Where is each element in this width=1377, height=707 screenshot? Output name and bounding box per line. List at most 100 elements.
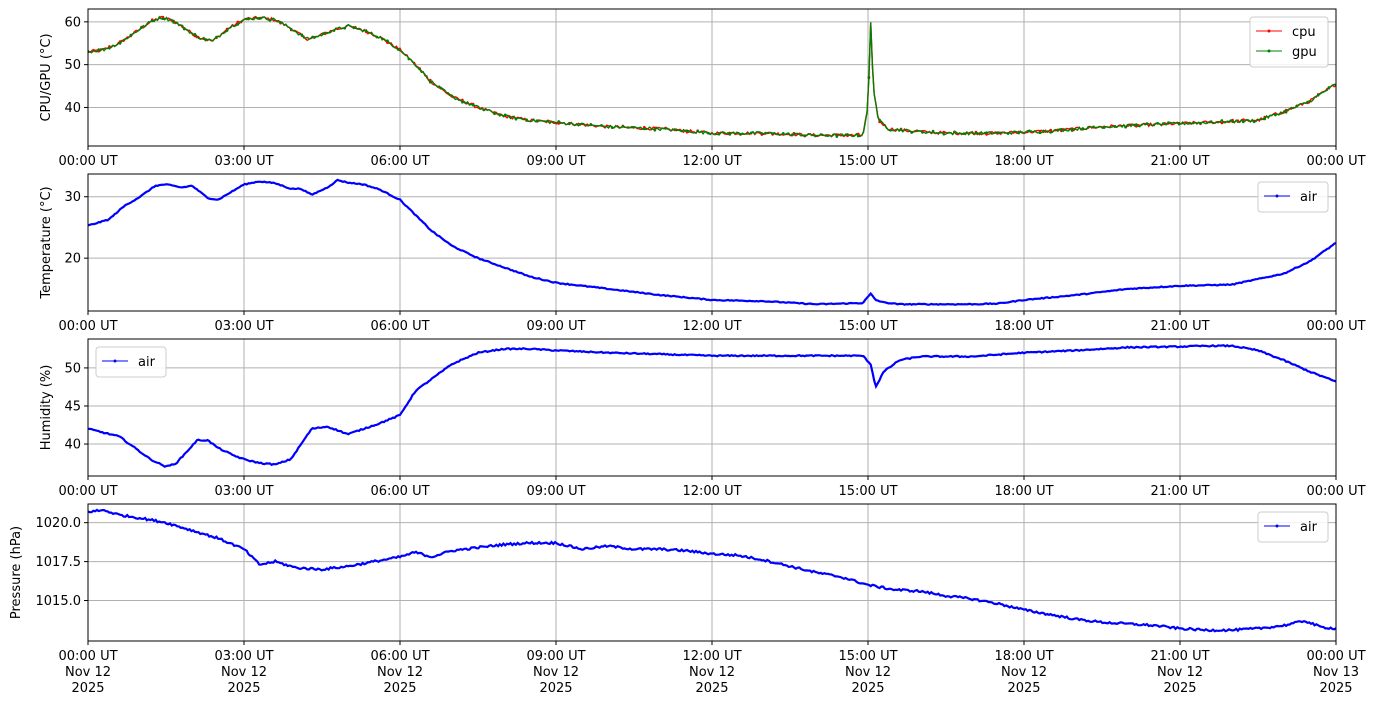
data-point-air [960, 355, 963, 358]
data-point-gpu [782, 132, 785, 135]
data-point-gpu [525, 118, 528, 121]
data-point-gpu [921, 131, 924, 134]
data-point-gpu [610, 126, 614, 129]
data-point-gpu [204, 38, 207, 42]
legend: air [1257, 511, 1329, 543]
data-point-air [561, 349, 564, 352]
data-point-gpu [150, 19, 154, 23]
legend-box [1257, 511, 1329, 543]
y-tick-label: 50 [64, 58, 81, 73]
data-point-air [611, 545, 614, 548]
panel-4: 00:00 UT Nov 12 2025 03:00 UT Nov 12 2025 06:0… [9, 503, 1366, 696]
data-point-gpu [621, 125, 625, 128]
data-point-air [885, 367, 888, 370]
data-point-air [736, 355, 738, 358]
data-point-air [386, 419, 389, 422]
data-point-air [785, 301, 788, 304]
data-point-gpu [172, 21, 175, 24]
data-point-gpu [1231, 120, 1234, 124]
x-tick-label: 12:00 UT Nov 12 2025 [682, 649, 741, 696]
data-point-air [736, 554, 738, 557]
data-point-air [1235, 345, 1238, 348]
data-point-air [1285, 272, 1288, 274]
data-point-gpu [1306, 100, 1309, 104]
data-point-gpu [889, 129, 892, 132]
data-point-gpu [803, 134, 806, 137]
data-point-gpu [632, 126, 635, 129]
data-point-air [136, 448, 139, 451]
data-point-gpu [1220, 119, 1224, 122]
data-point-air [1085, 293, 1088, 296]
data-point-air [1110, 289, 1113, 292]
x-tick-label: 12:00 UT [682, 154, 741, 169]
data-point-gpu [1188, 121, 1192, 125]
data-point-gpu [247, 17, 250, 21]
data-point-air [286, 458, 289, 461]
data-point-gpu [1145, 122, 1149, 125]
data-point-gpu [728, 133, 732, 136]
x-tick-label: 21:00 UT [1150, 319, 1209, 334]
legend-label-air: air [1300, 190, 1318, 205]
data-point-air [336, 429, 339, 432]
y-axis-label: Temperature (°C) [39, 186, 54, 299]
x-tick-label: 21:00 UT [1150, 484, 1209, 499]
data-point-air [211, 536, 214, 538]
data-point-gpu [1092, 126, 1095, 129]
data-point-gpu [696, 129, 699, 133]
data-point-air [411, 210, 414, 213]
data-point-air [1110, 622, 1113, 625]
data-point-gpu [1316, 94, 1320, 97]
data-point-gpu [1284, 111, 1288, 114]
data-point-gpu [279, 20, 282, 24]
data-point-gpu [503, 113, 507, 117]
data-point-air [1010, 605, 1013, 608]
data-point-air [760, 355, 763, 357]
data-point-air [1060, 295, 1063, 298]
data-point-gpu [1135, 123, 1138, 126]
data-point-gpu [183, 27, 186, 31]
x-tick-label: 09:00 UT [526, 319, 585, 334]
data-point-air [461, 548, 464, 551]
y-tick-label: 1017.5 [36, 555, 82, 570]
data-point-gpu [386, 39, 389, 42]
data-point-gpu [1209, 120, 1213, 124]
data-point-gpu [942, 132, 946, 136]
data-point-gpu [429, 80, 432, 84]
data-point-gpu [1295, 104, 1299, 108]
data-point-air [261, 563, 264, 566]
x-tick-label: 00:00 UT [58, 319, 117, 334]
data-point-gpu [867, 76, 871, 80]
data-point-air [1210, 629, 1213, 632]
data-point-gpu [1263, 117, 1266, 121]
data-point-air [985, 302, 988, 305]
x-tick-label: 18:00 UT Nov 12 2025 [994, 649, 1053, 696]
legend: air [1257, 181, 1329, 213]
legend: air [95, 346, 167, 378]
x-tick-label: 18:00 UT [994, 154, 1053, 169]
y-tick-label: 60 [64, 15, 81, 30]
data-point-air [436, 554, 439, 557]
legend-label-air: air [138, 355, 156, 370]
data-point-air [161, 183, 164, 186]
data-point-air [1235, 627, 1238, 630]
data-point-gpu [707, 131, 710, 135]
data-point-gpu [257, 16, 261, 20]
data-point-air [636, 548, 639, 551]
legend-label-air: air [1300, 520, 1318, 535]
x-tick-label: 18:00 UT [994, 319, 1053, 334]
x-tick-label: 21:00 UT Nov 12 2025 [1150, 649, 1209, 696]
data-point-air [860, 582, 863, 585]
data-point-gpu [1177, 122, 1181, 126]
data-point-air [785, 355, 788, 357]
data-point-air [461, 358, 464, 361]
data-point-gpu [589, 123, 593, 126]
data-point-gpu [129, 33, 133, 37]
data-point-air [486, 350, 489, 353]
x-tick-label: 03:00 UT [214, 484, 273, 499]
data-point-air [411, 551, 414, 554]
data-point-air [661, 548, 664, 551]
data-point-air [461, 249, 464, 252]
data-point-air [561, 542, 564, 545]
data-point-gpu [300, 33, 304, 36]
y-tick-label: 20 [64, 252, 81, 267]
